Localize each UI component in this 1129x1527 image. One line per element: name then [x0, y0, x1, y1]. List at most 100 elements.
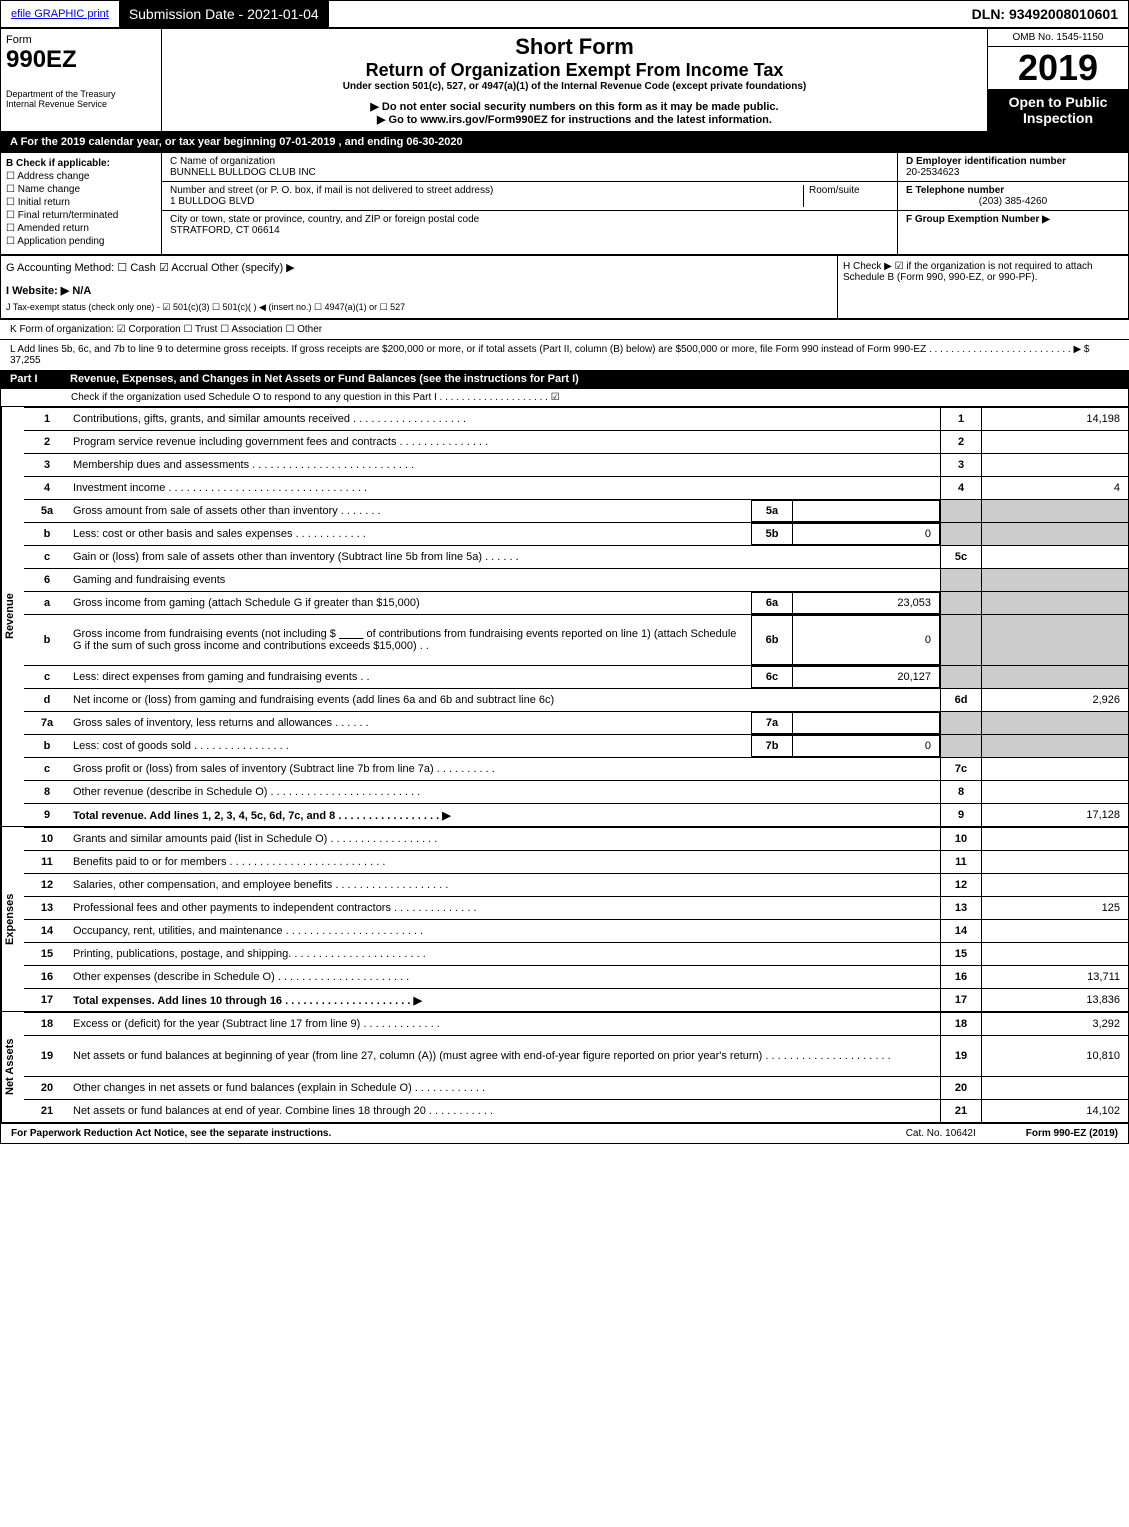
footer-right: Form 990-EZ (2019) — [1026, 1128, 1118, 1139]
check-final[interactable]: ☐ Final return/terminated — [6, 210, 156, 221]
line-4-val: 4 — [981, 477, 1128, 499]
check-header: B Check if applicable: — [6, 158, 156, 169]
line-14-val — [981, 920, 1128, 942]
line-5a-val — [793, 500, 940, 522]
org-name: BUNNELL BULLDOG CLUB INC — [170, 167, 889, 178]
street-label: Number and street (or P. O. box, if mail… — [170, 185, 803, 196]
line-6d-val: 2,926 — [981, 689, 1128, 711]
line-16-val: 13,711 — [981, 966, 1128, 988]
ein-value: 20-2534623 — [906, 167, 1120, 178]
line-5c-val — [981, 546, 1128, 568]
check-address[interactable]: ☐ Address change — [6, 171, 156, 182]
city-label: City or town, state or province, country… — [170, 214, 889, 225]
footer: For Paperwork Reduction Act Notice, see … — [0, 1123, 1129, 1144]
line-7a-val — [793, 712, 940, 734]
line-21: Net assets or fund balances at end of ye… — [70, 1102, 940, 1120]
line-1: Contributions, gifts, grants, and simila… — [70, 410, 940, 428]
line-7b-val: 0 — [793, 735, 940, 757]
accounting-method: G Accounting Method: ☐ Cash ☑ Accrual Ot… — [6, 261, 832, 274]
ein-label: D Employer identification number — [906, 156, 1120, 167]
line-20: Other changes in net assets or fund bala… — [70, 1079, 940, 1097]
line-6c: Less: direct expenses from gaming and fu… — [70, 668, 751, 686]
group-exemption: F Group Exemption Number ▶ — [906, 214, 1120, 225]
line-7a: Gross sales of inventory, less returns a… — [70, 714, 751, 732]
submission-date: Submission Date - 2021-01-04 — [119, 1, 329, 27]
line-6a: Gross income from gaming (attach Schedul… — [70, 594, 751, 612]
check-initial[interactable]: ☐ Initial return — [6, 197, 156, 208]
room-label: Room/suite — [803, 185, 889, 207]
line-18-val: 3,292 — [981, 1013, 1128, 1035]
phone-value: (203) 385-4260 — [906, 196, 1120, 207]
tax-year: 2019 — [988, 47, 1128, 89]
expenses-label: Expenses — [1, 827, 24, 1011]
line-2: Program service revenue including govern… — [70, 433, 940, 451]
header-bar: efile GRAPHIC print Submission Date - 20… — [0, 0, 1129, 28]
phone-label: E Telephone number — [906, 185, 1120, 196]
schedule-b-check: H Check ▶ ☑ if the organization is not r… — [837, 256, 1128, 318]
line-7c: Gross profit or (loss) from sales of inv… — [70, 760, 940, 778]
line-13-val: 125 — [981, 897, 1128, 919]
check-amended[interactable]: ☐ Amended return — [6, 223, 156, 234]
form-organization: K Form of organization: ☑ Corporation ☐ … — [0, 319, 1129, 339]
line-9-val: 17,128 — [981, 804, 1128, 826]
line-10: Grants and similar amounts paid (list in… — [70, 830, 940, 848]
line-11: Benefits paid to or for members . . . . … — [70, 853, 940, 871]
omb-number: OMB No. 1545-1150 — [988, 29, 1128, 47]
line-6c-val: 20,127 — [793, 666, 940, 688]
line-6b: Gross income from fundraising events (no… — [70, 625, 751, 655]
line-15-val — [981, 943, 1128, 965]
gross-receipts: L Add lines 5b, 6c, and 7b to line 9 to … — [0, 339, 1129, 370]
line-18: Excess or (deficit) for the year (Subtra… — [70, 1015, 940, 1033]
return-title: Return of Organization Exempt From Incom… — [167, 60, 982, 81]
line-21-val: 14,102 — [981, 1100, 1128, 1122]
line-3-val — [981, 454, 1128, 476]
line-7b: Less: cost of goods sold . . . . . . . .… — [70, 737, 751, 755]
line-8-val — [981, 781, 1128, 803]
line-1-val: 14,198 — [981, 408, 1128, 430]
footer-left: For Paperwork Reduction Act Notice, see … — [11, 1128, 331, 1139]
line-10-val — [981, 828, 1128, 850]
line-5b: Less: cost or other basis and sales expe… — [70, 525, 751, 543]
goto-link[interactable]: ▶ Go to www.irs.gov/Form990EZ for instru… — [167, 113, 982, 126]
irs: Internal Revenue Service — [6, 99, 156, 109]
title-section: Form 990EZ Department of the Treasury In… — [0, 28, 1129, 132]
line-3: Membership dues and assessments . . . . … — [70, 456, 940, 474]
line-7c-val — [981, 758, 1128, 780]
check-name[interactable]: ☐ Name change — [6, 184, 156, 195]
line-12: Salaries, other compensation, and employ… — [70, 876, 940, 894]
form-label: Form — [6, 34, 156, 46]
line-13: Professional fees and other payments to … — [70, 899, 940, 917]
revenue-label: Revenue — [1, 407, 24, 826]
line-5a: Gross amount from sale of assets other t… — [70, 502, 751, 520]
c-label: C Name of organization — [170, 156, 889, 167]
line-6a-val: 23,053 — [793, 592, 940, 614]
line-6b-val: 0 — [793, 615, 940, 665]
line-16: Other expenses (describe in Schedule O) … — [70, 968, 940, 986]
line-2-val — [981, 431, 1128, 453]
tax-year-dates: A For the 2019 calendar year, or tax yea… — [0, 132, 1129, 152]
net-assets-label: Net Assets — [1, 1012, 24, 1122]
line-20-val — [981, 1077, 1128, 1099]
line-6: Gaming and fundraising events — [70, 571, 940, 589]
footer-center: Cat. No. 10642I — [906, 1128, 976, 1139]
efile-link[interactable]: efile GRAPHIC print — [1, 3, 119, 25]
line-12-val — [981, 874, 1128, 896]
line-11-val — [981, 851, 1128, 873]
part-1-header: Part I Revenue, Expenses, and Changes in… — [0, 370, 1129, 388]
line-15: Printing, publications, postage, and shi… — [70, 945, 940, 963]
line-14: Occupancy, rent, utilities, and maintena… — [70, 922, 940, 940]
line-8: Other revenue (describe in Schedule O) .… — [70, 783, 940, 801]
line-19-val: 10,810 — [981, 1036, 1128, 1076]
line-9: Total revenue. Add lines 1, 2, 3, 4, 5c,… — [70, 806, 940, 825]
website: I Website: ▶ N/A — [6, 285, 91, 297]
check-application[interactable]: ☐ Application pending — [6, 236, 156, 247]
line-19: Net assets or fund balances at beginning… — [70, 1047, 940, 1065]
tax-exempt-status: J Tax-exempt status (check only one) - ☑… — [6, 302, 832, 313]
schedule-o-check: Check if the organization used Schedule … — [0, 388, 1129, 407]
line-17: Total expenses. Add lines 10 through 16 … — [70, 991, 940, 1010]
department: Department of the Treasury — [6, 89, 156, 99]
line-4: Investment income . . . . . . . . . . . … — [70, 479, 940, 497]
form-number: 990EZ — [6, 46, 156, 74]
dln: DLN: 93492008010601 — [962, 1, 1128, 27]
line-17-val: 13,836 — [981, 989, 1128, 1011]
